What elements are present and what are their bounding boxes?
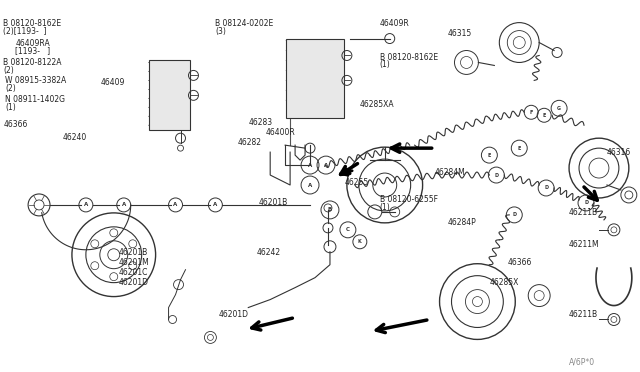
Text: A: A [308, 163, 312, 167]
Text: 46255: 46255 [345, 178, 369, 187]
Text: 46366: 46366 [3, 120, 28, 129]
Text: 46211B: 46211B [569, 208, 598, 217]
Text: 46284P: 46284P [447, 218, 476, 227]
Text: K: K [358, 239, 362, 244]
Text: (3): (3) [216, 26, 227, 36]
Text: A: A [173, 202, 178, 208]
Text: (1): (1) [5, 103, 16, 112]
Text: E: E [518, 146, 521, 151]
Text: 46283: 46283 [248, 118, 273, 127]
Text: A/6P*0: A/6P*0 [569, 357, 595, 366]
Text: A: A [84, 202, 88, 208]
Text: D: D [494, 173, 499, 177]
Text: (2)[1193-  ]: (2)[1193- ] [3, 26, 47, 36]
Text: G: G [557, 106, 561, 111]
Text: A: A [324, 163, 328, 167]
Text: 46201D: 46201D [119, 278, 148, 287]
Text: (1): (1) [380, 203, 390, 212]
Text: D: D [584, 201, 588, 205]
Text: 46201M: 46201M [119, 258, 150, 267]
Text: 46400R: 46400R [265, 128, 295, 137]
Text: W 08915-3382A: W 08915-3382A [5, 76, 67, 86]
Text: 46242: 46242 [256, 248, 280, 257]
Text: B 08120-8122A: B 08120-8122A [3, 58, 61, 67]
Text: 46285X: 46285X [490, 278, 519, 287]
Text: 46211B: 46211B [569, 310, 598, 318]
Text: 46211M: 46211M [569, 240, 600, 249]
Text: A: A [308, 183, 312, 187]
Text: B 08120-8162E: B 08120-8162E [3, 19, 61, 28]
Text: (2): (2) [5, 84, 16, 93]
Text: B 08124-0202E: B 08124-0202E [216, 19, 274, 28]
Text: 46409: 46409 [101, 78, 125, 87]
Bar [148, 61, 191, 130]
Text: 46366: 46366 [508, 258, 532, 267]
Text: E: E [543, 113, 546, 118]
Text: B 08120-6255F: B 08120-6255F [380, 195, 438, 204]
Text: 46409R: 46409R [380, 19, 410, 28]
Text: C: C [346, 227, 350, 232]
Text: D: D [544, 186, 548, 190]
Text: 46284M: 46284M [435, 168, 465, 177]
Text: A: A [122, 202, 126, 208]
Text: D: D [512, 212, 516, 217]
Text: B 08120-8162E: B 08120-8162E [380, 52, 438, 61]
Text: 46409RA: 46409RA [15, 39, 50, 48]
Text: 46201D: 46201D [218, 310, 248, 318]
Text: A: A [213, 202, 218, 208]
Text: [1193-   ]: [1193- ] [15, 46, 51, 55]
Text: 46240: 46240 [63, 133, 87, 142]
Text: 46201C: 46201C [119, 268, 148, 277]
Text: 46316: 46316 [607, 148, 631, 157]
Text: F: F [529, 110, 533, 115]
Text: E: E [488, 153, 491, 158]
Text: N 08911-1402G: N 08911-1402G [5, 95, 65, 104]
Bar [286, 39, 344, 118]
Text: 46315: 46315 [447, 29, 472, 38]
Text: B: B [328, 208, 332, 212]
Text: 46201B: 46201B [258, 198, 287, 207]
Text: 46201B: 46201B [119, 248, 148, 257]
Text: 46285XA: 46285XA [360, 100, 394, 109]
Text: 46282: 46282 [237, 138, 261, 147]
Text: (1): (1) [380, 61, 390, 70]
Text: (2): (2) [3, 67, 14, 76]
